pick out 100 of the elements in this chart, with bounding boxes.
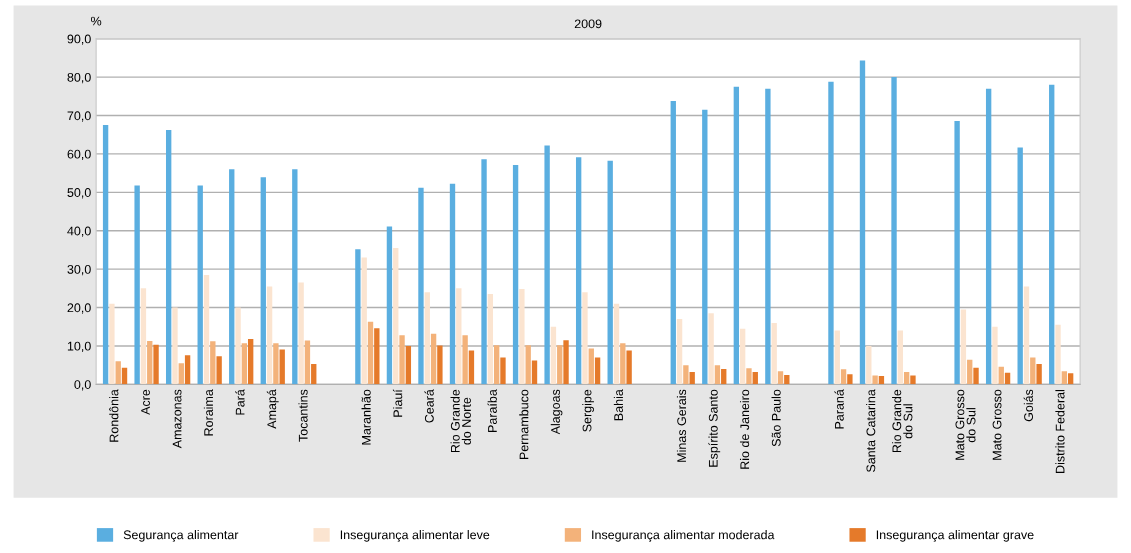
bar	[866, 345, 872, 385]
bar	[115, 361, 121, 385]
bar	[487, 294, 494, 385]
bar	[752, 372, 758, 385]
y-tick-label: 70,0	[67, 111, 91, 122]
bar	[493, 345, 500, 385]
bar	[500, 357, 506, 385]
x-tick-label: Ceará	[424, 389, 434, 423]
bar	[304, 340, 311, 385]
bar	[210, 341, 216, 385]
bar	[197, 185, 203, 385]
chart-title: 2009	[574, 19, 602, 29]
bar	[910, 375, 916, 385]
bar	[626, 350, 632, 385]
bar	[777, 371, 784, 385]
bar	[298, 282, 304, 385]
x-tick-label: Goiás	[1023, 389, 1033, 422]
bar	[519, 289, 525, 385]
legend-label: Insegurança alimentar moderada	[592, 530, 775, 542]
bar	[960, 309, 967, 385]
y-tick-label: 90,0	[67, 34, 91, 45]
bar	[563, 340, 569, 385]
bar	[872, 375, 878, 385]
x-tick-label: Paraná	[834, 389, 844, 429]
x-tick-label: Tocantins	[298, 389, 308, 442]
x-tick-label: Paraíba	[487, 389, 497, 432]
x-tick-label: Pernambuco	[519, 389, 529, 460]
bar	[279, 349, 285, 385]
bar	[607, 160, 613, 385]
x-tick-label: Distrito Federal	[1055, 390, 1065, 473]
bar	[897, 330, 904, 385]
x-tick-label: Minas Gerais	[676, 389, 687, 462]
bar	[109, 303, 115, 385]
x-tick-label: Rio Grande do Sul	[892, 389, 913, 453]
bar	[512, 165, 519, 385]
x-tick-label: Amapá	[266, 389, 279, 429]
x-tick-label: Piauí	[392, 389, 403, 417]
bar	[954, 120, 960, 385]
x-tick-label: Santa Catarina	[866, 389, 876, 473]
x-tick-label: Rio Grande do Norte	[450, 389, 471, 453]
bar	[531, 360, 538, 385]
x-tick-label: Maranhão	[361, 389, 371, 445]
bar	[361, 257, 367, 385]
bar	[1030, 357, 1036, 385]
bar	[102, 125, 109, 385]
bar	[1061, 371, 1068, 385]
bar	[355, 249, 361, 385]
bar	[153, 344, 159, 385]
bar	[140, 288, 147, 385]
bar	[676, 319, 683, 385]
bar	[229, 169, 235, 385]
bar	[386, 226, 393, 385]
bar	[594, 357, 601, 385]
bar	[985, 88, 992, 385]
bar	[771, 322, 777, 385]
bar	[184, 355, 191, 385]
bar	[462, 335, 468, 385]
x-tick-label: Roraima	[203, 389, 214, 436]
bar	[1067, 373, 1074, 385]
bar	[714, 365, 721, 385]
bar	[739, 328, 746, 385]
bar	[828, 81, 834, 385]
bar	[393, 248, 399, 385]
bar	[588, 348, 594, 385]
y-tick-label: 60,0	[67, 149, 91, 161]
bar	[620, 343, 626, 385]
bar	[1055, 324, 1061, 385]
x-tick-label: Rondônia	[109, 389, 119, 442]
bar	[557, 345, 563, 385]
bar	[424, 292, 430, 385]
bar	[405, 345, 412, 385]
bar	[1049, 84, 1055, 385]
bar	[1017, 147, 1023, 385]
bar	[683, 365, 689, 385]
x-tick-label: Pará	[235, 389, 245, 415]
y-tick-label: 30,0	[67, 264, 91, 276]
y-tick-label: 50,0	[67, 188, 91, 199]
bar	[903, 372, 910, 385]
x-tick-label: Mato Grosso	[992, 389, 1002, 460]
bar	[1023, 286, 1030, 385]
x-tick-label: Amazonas	[172, 389, 182, 449]
bar	[418, 187, 424, 385]
bar	[178, 363, 184, 385]
bar	[784, 375, 790, 385]
bar	[121, 367, 128, 385]
bar	[260, 177, 266, 385]
x-tick-label: Mato Grosso do Sul	[955, 389, 976, 460]
bar	[449, 183, 456, 385]
bar	[216, 356, 222, 385]
bar	[670, 100, 676, 385]
bar	[172, 307, 178, 385]
bar	[468, 350, 475, 385]
y-tick-label: 0,0	[74, 380, 91, 391]
y-tick-label: 80,0	[67, 72, 91, 84]
bar	[847, 374, 853, 385]
bar	[891, 77, 897, 385]
bar	[456, 288, 462, 385]
bar	[525, 345, 531, 385]
bar	[437, 345, 443, 385]
bar	[311, 363, 317, 385]
